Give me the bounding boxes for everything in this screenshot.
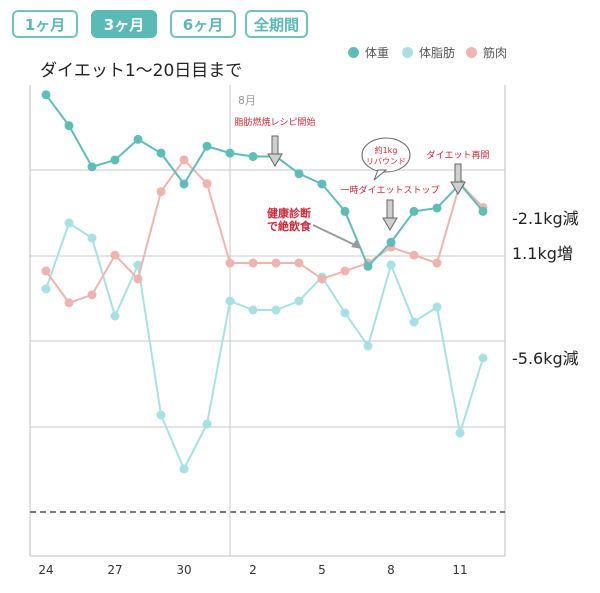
annotation-rebound: リバウンド xyxy=(366,157,406,166)
x-tick-label-2: 2 xyxy=(249,563,257,577)
arrow-diet-stop-head xyxy=(382,217,398,231)
point-fat-1 xyxy=(64,218,74,228)
point-muscle-12 xyxy=(317,274,327,284)
point-fat-3 xyxy=(110,311,120,321)
series-line-weight xyxy=(45,94,484,269)
point-weight-9 xyxy=(248,152,258,162)
x-tick-label-30: 30 xyxy=(176,563,191,577)
point-weight-15 xyxy=(386,237,396,247)
annotation-rebound-amount: 約1kg xyxy=(375,145,398,155)
point-weight-11 xyxy=(294,169,304,179)
point-weight-13 xyxy=(340,206,350,216)
point-fat-5 xyxy=(156,410,166,420)
point-weight-17 xyxy=(432,203,442,213)
point-muscle-3 xyxy=(110,250,120,260)
point-fat-2 xyxy=(87,233,97,243)
tab-1-month[interactable]: 1ヶ月 xyxy=(12,10,78,38)
point-fat-0 xyxy=(41,284,51,294)
x-tick-label-5: 5 xyxy=(318,563,326,577)
tab-6-months[interactable]: 6ヶ月 xyxy=(170,10,236,38)
arrow-recipe-start-head xyxy=(267,153,283,167)
point-muscle-4 xyxy=(133,274,143,284)
point-muscle-0 xyxy=(41,266,51,276)
point-muscle-9 xyxy=(248,258,258,268)
point-muscle-13 xyxy=(340,266,350,276)
annotation-diet-restart: ダイエット再開 xyxy=(427,149,490,161)
point-fat-7 xyxy=(202,419,212,429)
point-muscle-10 xyxy=(271,258,281,268)
point-fat-17 xyxy=(432,302,442,312)
point-fat-9 xyxy=(248,305,258,315)
legend-item-fat: 体脂肪 xyxy=(402,44,455,61)
point-weight-6 xyxy=(179,179,189,189)
tab-3-months[interactable]: 3ヶ月 xyxy=(91,10,157,38)
point-fat-6 xyxy=(179,464,189,474)
annotation-health-check: 健康診断 xyxy=(267,206,311,220)
point-weight-8 xyxy=(225,148,235,158)
point-weight-1 xyxy=(64,121,74,131)
arrow-diet-restart-shaft xyxy=(454,163,462,183)
point-muscle-5 xyxy=(156,187,166,197)
legend-dot-weight xyxy=(348,47,359,58)
arrow-diet-stop-shaft xyxy=(386,199,394,219)
side-note-weight: -2.1kg減 xyxy=(512,209,579,228)
legend-label-muscle: 筋肉 xyxy=(483,46,508,60)
chart-title: ダイエット1～20日目まで xyxy=(40,61,243,81)
point-fat-18 xyxy=(455,428,465,438)
point-muscle-16 xyxy=(409,250,419,260)
point-weight-19 xyxy=(478,206,488,216)
legend-item-muscle: 筋肉 xyxy=(466,44,507,61)
point-weight-16 xyxy=(409,206,419,216)
series-line-muscle xyxy=(45,158,484,304)
legend-item-weight: 体重 xyxy=(348,44,389,61)
point-fat-14 xyxy=(363,341,373,351)
legend-dot-muscle xyxy=(466,47,477,58)
rebound-bubble xyxy=(361,137,411,173)
rebound-bubble-tail xyxy=(373,169,388,181)
point-muscle-11 xyxy=(294,258,304,268)
legend-label-fat: 体脂肪 xyxy=(419,46,456,60)
point-fat-19 xyxy=(478,353,488,363)
point-muscle-6 xyxy=(179,155,189,165)
annotation-pointer-line xyxy=(312,224,358,247)
point-weight-7 xyxy=(202,141,212,151)
annotation-pointer-head xyxy=(351,240,362,249)
annotation-recipe-start: 脂肪燃焼レシピ開始 xyxy=(234,116,315,128)
point-weight-12 xyxy=(317,179,327,189)
point-muscle-2 xyxy=(87,290,97,300)
x-tick-label-11: 11 xyxy=(452,563,467,577)
point-fat-15 xyxy=(386,260,396,270)
x-tick-label-8: 8 xyxy=(387,563,395,577)
arrow-recipe-start-shaft xyxy=(271,135,279,155)
annotation-diet-stop: 一時ダイエットストップ xyxy=(341,184,440,196)
annotation-fasting: で絶飲食 xyxy=(267,219,312,233)
point-fat-8 xyxy=(225,296,235,306)
point-muscle-17 xyxy=(432,258,442,268)
tab-all-time[interactable]: 全期間 xyxy=(245,10,308,38)
side-note-fat: -5.6kg減 xyxy=(512,349,579,368)
arrow-diet-restart-head xyxy=(450,181,466,195)
point-weight-2 xyxy=(87,162,97,172)
x-tick-label-27: 27 xyxy=(107,563,122,577)
x-tick-label-24: 24 xyxy=(38,563,53,577)
point-fat-16 xyxy=(409,317,419,327)
point-fat-10 xyxy=(271,305,281,315)
month-label: 8月 xyxy=(238,94,256,107)
series-line-fat xyxy=(45,221,484,472)
point-muscle-8 xyxy=(225,258,235,268)
point-fat-13 xyxy=(340,308,350,318)
point-weight-14 xyxy=(363,261,373,271)
legend-label-weight: 体重 xyxy=(365,46,390,60)
point-muscle-1 xyxy=(64,298,74,308)
legend-dot-fat xyxy=(402,47,413,58)
point-muscle-7 xyxy=(202,179,212,189)
point-weight-3 xyxy=(110,155,120,165)
point-weight-5 xyxy=(156,148,166,158)
point-fat-11 xyxy=(294,296,304,306)
point-weight-4 xyxy=(133,134,143,144)
point-weight-0 xyxy=(41,90,51,100)
side-note-muscle: 1.1kg増 xyxy=(512,244,573,263)
